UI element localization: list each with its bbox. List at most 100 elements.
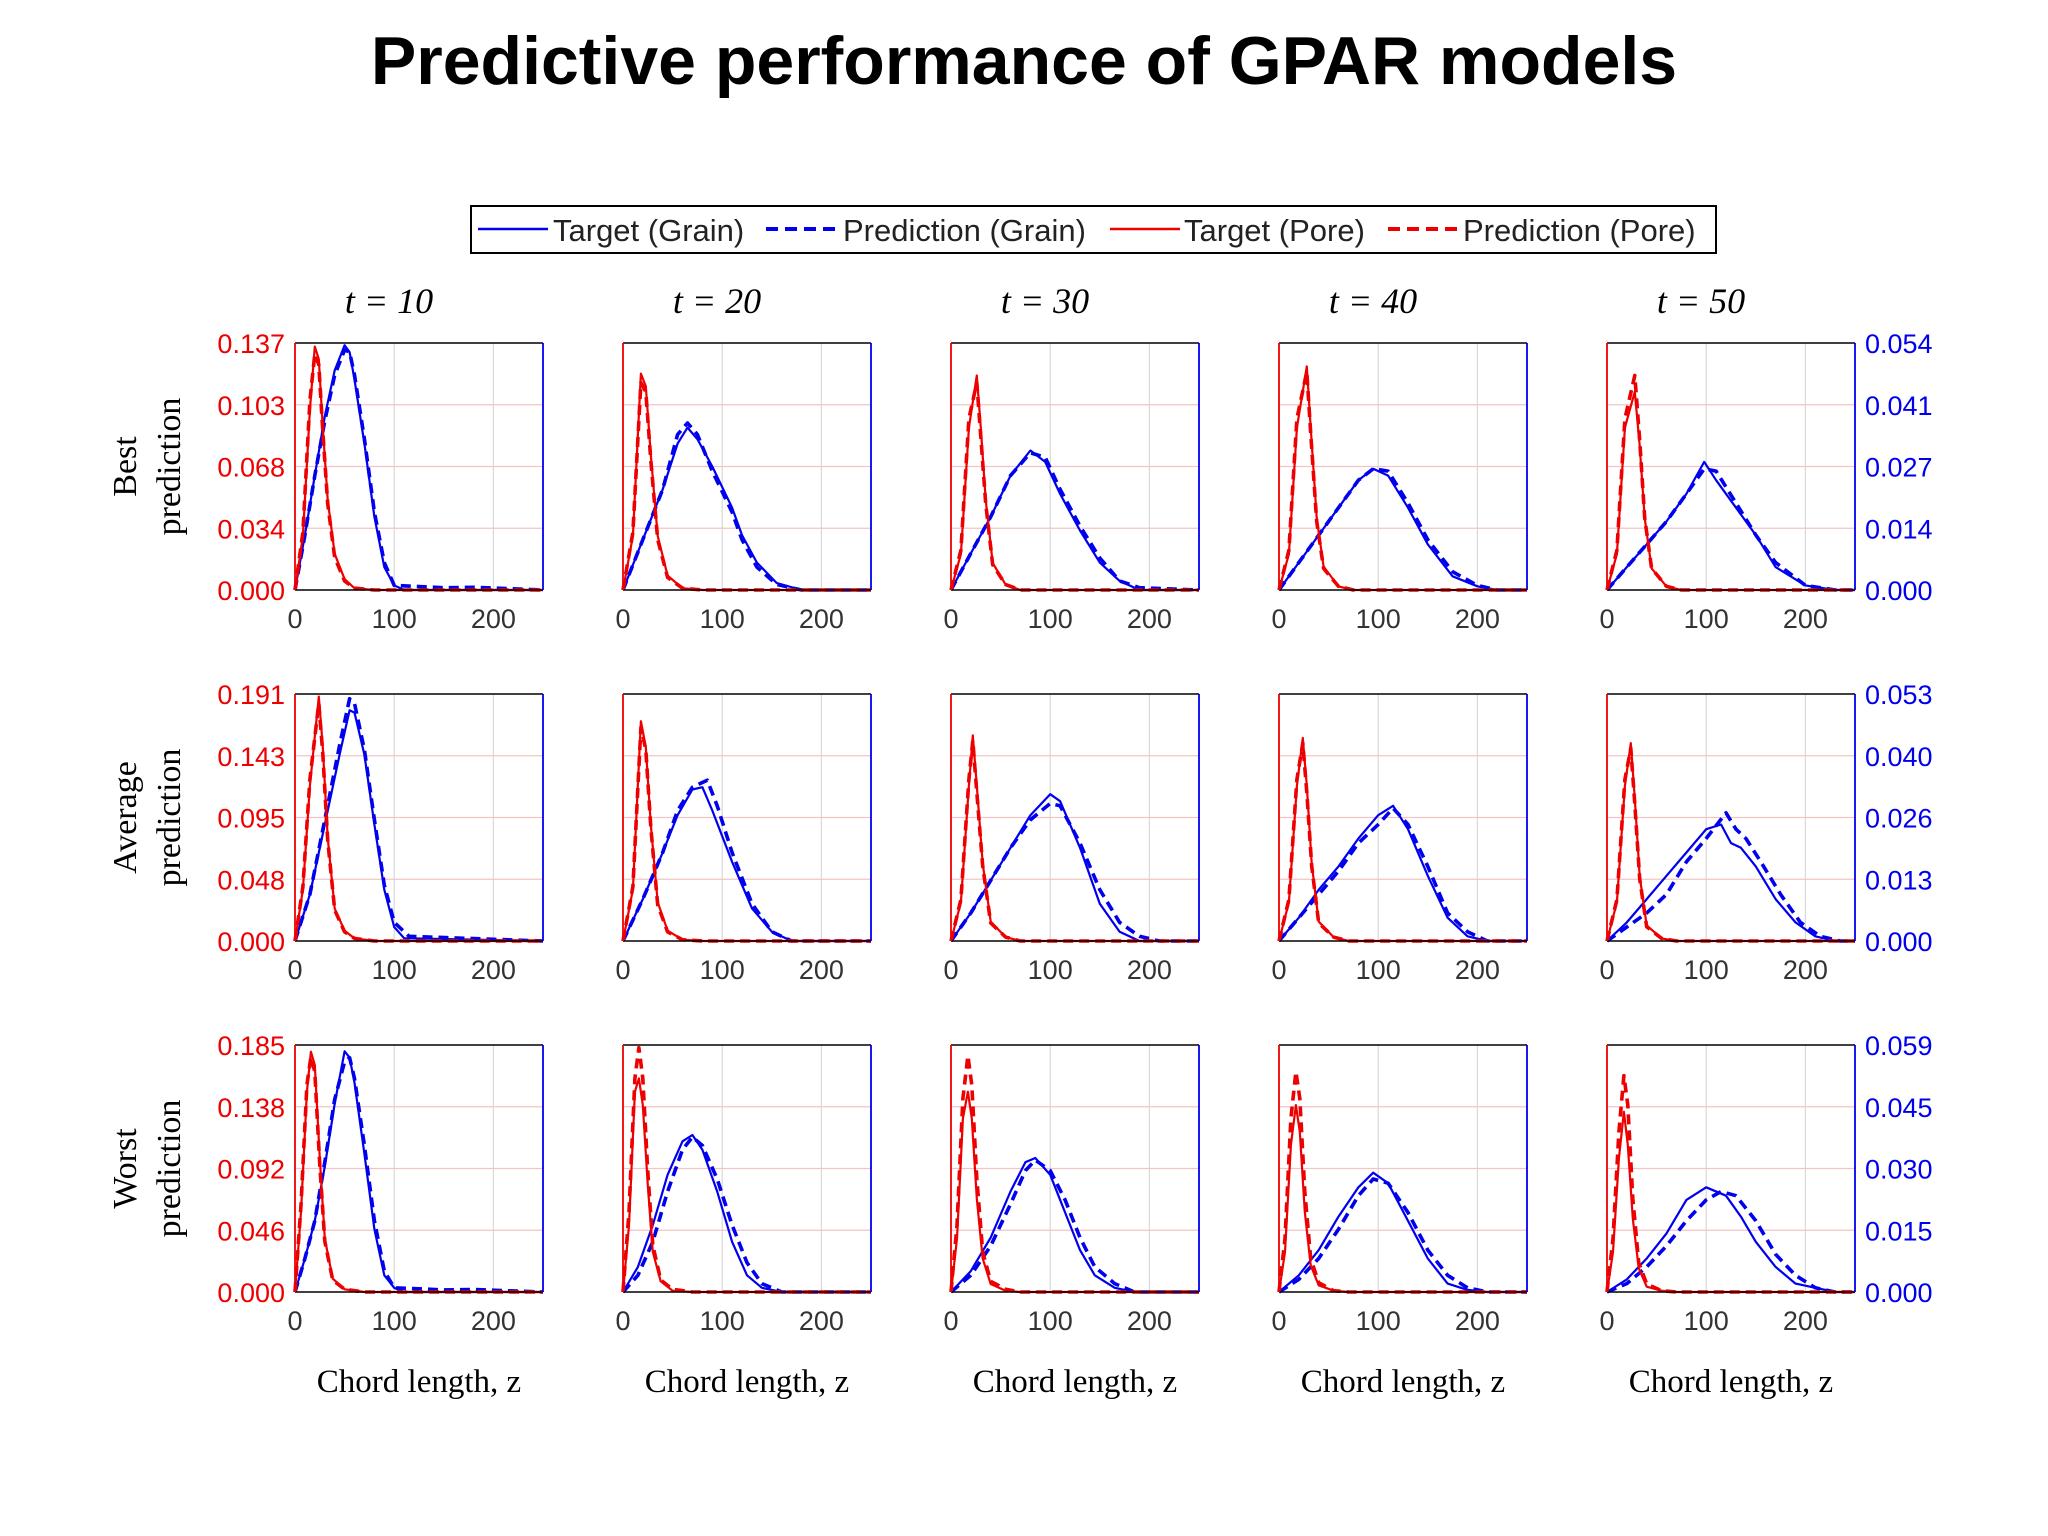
x-axis-label-1: Chord length, z (317, 1364, 521, 1400)
panel-r2c3-pore-prediction-line (949, 738, 1199, 943)
panel-r2c5-x-tick-label: 200 (1783, 955, 1828, 985)
panel-r2c4-pore-prediction-line (1277, 741, 1527, 943)
row-2-left-y-tick-label: 0.191 (217, 680, 285, 710)
panel-r2c1-grain-target-line (293, 709, 544, 943)
row-label-1-line-1: Best (107, 436, 144, 497)
panel-r3c1-x-tick-label: 100 (372, 1306, 417, 1336)
panel-r3c3-grain-target-line (950, 1156, 1199, 1294)
panel-r2c3-x-tick-label: 100 (1028, 955, 1073, 985)
panel-r1c4-x-tick-label: 0 (1271, 604, 1286, 634)
panel-r2c1-x-tick-label: 100 (372, 955, 417, 985)
panel-r2c1-pore-prediction-line (293, 701, 543, 943)
row-2-right-y-tick-label: 0.026 (1865, 804, 1933, 834)
column-title-3: t = 30 (1001, 281, 1089, 321)
row-2-left-y-tick-label: 0.143 (217, 742, 285, 772)
row-3-right-y-tick-label: 0.015 (1865, 1216, 1933, 1246)
panel-r1c3-x-tick-label: 0 (943, 604, 958, 634)
row-1-right-y-tick-label: 0.014 (1865, 514, 1933, 544)
panel-r3c2-x-tick-label: 200 (799, 1306, 844, 1336)
row-label-2-line-2: prediction (151, 749, 188, 887)
panel-r2c5-pore-prediction-line (1605, 746, 1855, 943)
row-3-left-y-tick-label: 0.138 (217, 1093, 285, 1123)
panel-r2c3-x-tick-label: 200 (1127, 955, 1172, 985)
panel-r2c3-x-tick-label: 0 (943, 955, 958, 985)
row-1-left-y-tick-label: 0.000 (217, 576, 285, 606)
row-1-left-y-tick-label: 0.068 (217, 453, 285, 483)
row-2-right-y-tick-label: 0.040 (1865, 742, 1933, 772)
panel-r1c3-x-tick-label: 200 (1127, 604, 1172, 634)
column-title-4: t = 40 (1329, 281, 1417, 321)
panel-r1c4-x-tick-label: 200 (1455, 604, 1500, 634)
panel-r3c4-pore-prediction-line (1277, 1069, 1527, 1294)
panel-r1c1-x-tick-label: 200 (471, 604, 516, 634)
row-3-left-y-tick-label: 0.092 (217, 1155, 285, 1185)
row-2-right-y-tick-label: 0.000 (1865, 927, 1933, 957)
row-2-right-y-tick-label: 0.053 (1865, 680, 1933, 710)
legend-label-3: Target (Pore) (1184, 213, 1365, 248)
x-axis-label-5: Chord length, z (1629, 1364, 1833, 1400)
panel-r1c3-grain-prediction-line (949, 451, 1200, 592)
panel-r2c5-grain-target-line (1606, 823, 1855, 943)
panel-r1c1-pore-prediction-line (293, 352, 543, 592)
row-1-right-y-tick-label: 0.000 (1865, 576, 1933, 606)
panel-r3c3-x-tick-label: 0 (943, 1306, 958, 1336)
panel-r3c4-x-tick-label: 0 (1271, 1306, 1286, 1336)
row-label-3-line-1: Worst (107, 1128, 144, 1209)
panel-r2c2-grain-prediction-line (621, 778, 871, 943)
panel-r1c1-x-tick-label: 100 (372, 604, 417, 634)
row-3-right-y-tick-label: 0.000 (1865, 1278, 1933, 1308)
row-1-left-y-tick-label: 0.034 (217, 514, 285, 544)
x-axis-label-2: Chord length, z (645, 1364, 849, 1400)
panel-r3c1-x-tick-label: 0 (287, 1306, 302, 1336)
panel-r1c2-x-tick-label: 200 (799, 604, 844, 634)
panel-r1c3-x-tick-label: 100 (1028, 604, 1073, 634)
panel-r3c2-grain-prediction-line (621, 1135, 871, 1294)
panel-r2c2-x-tick-label: 100 (700, 955, 745, 985)
panel-r3c3-grain-prediction-line (949, 1158, 1199, 1294)
panel-r1c2-pore-prediction-line (621, 380, 871, 592)
column-title-5: t = 50 (1657, 281, 1745, 321)
panel-r3c2-pore-prediction-line (621, 1045, 871, 1294)
panel-r2c4-grain-target-line (1278, 804, 1527, 943)
panel-r2c5-x-tick-label: 0 (1599, 955, 1614, 985)
panel-r3c4-x-tick-label: 200 (1455, 1306, 1500, 1336)
panel-r3c1-x-tick-label: 200 (471, 1306, 516, 1336)
column-title-1: t = 10 (345, 281, 433, 321)
row-label-2-line-1: Average (107, 761, 144, 874)
panel-r3c1-grain-prediction-line (293, 1055, 544, 1294)
row-3-left-y-tick-label: 0.000 (217, 1278, 285, 1308)
legend-label-2: Prediction (Grain) (843, 213, 1086, 248)
panel-r1c2-x-tick-label: 100 (700, 604, 745, 634)
panel-r2c4-grain-prediction-line (1277, 806, 1527, 943)
row-3-right-y-tick-label: 0.030 (1865, 1155, 1933, 1185)
panel-r3c5-x-tick-label: 100 (1684, 1306, 1729, 1336)
panel-r3c5-x-tick-label: 200 (1783, 1306, 1828, 1336)
panel-r1c5-pore-prediction-line (1605, 373, 1855, 592)
row-3-left-y-tick-label: 0.046 (217, 1216, 285, 1246)
panel-r1c5-x-tick-label: 0 (1599, 604, 1614, 634)
panel-r2c2-x-tick-label: 0 (615, 955, 630, 985)
panel-r1c2-x-tick-label: 0 (615, 604, 630, 634)
panel-r3c3-x-tick-label: 100 (1028, 1306, 1073, 1336)
panel-r2c1-x-tick-label: 0 (287, 955, 302, 985)
row-2-left-y-tick-label: 0.000 (217, 927, 285, 957)
panel-r3c2-x-tick-label: 0 (615, 1306, 630, 1336)
panel-r3c5-pore-prediction-line (1605, 1073, 1855, 1294)
panel-r3c4-x-tick-label: 100 (1356, 1306, 1401, 1336)
panel-r2c5-grain-prediction-line (1605, 811, 1855, 943)
row-1-right-y-tick-label: 0.027 (1865, 453, 1933, 483)
row-3-left-y-tick-label: 0.185 (217, 1031, 285, 1061)
panel-r1c1-grain-prediction-line (293, 348, 544, 592)
x-axis-label-4: Chord length, z (1301, 1364, 1505, 1400)
legend-box (470, 205, 1717, 254)
panel-r1c3-pore-prediction-line (949, 380, 1199, 592)
panel-r2c4-x-tick-label: 100 (1356, 955, 1401, 985)
panel-r1c4-x-tick-label: 100 (1356, 604, 1401, 634)
panel-r2c1-x-tick-label: 200 (471, 955, 516, 985)
row-3-right-y-tick-label: 0.045 (1865, 1093, 1933, 1123)
legend-label-1: Target (Grain) (553, 213, 744, 248)
panel-r1c4-pore-prediction-line (1277, 370, 1527, 592)
panel-r1c5-x-tick-label: 200 (1783, 604, 1828, 634)
row-1-right-y-tick-label: 0.041 (1865, 391, 1933, 421)
